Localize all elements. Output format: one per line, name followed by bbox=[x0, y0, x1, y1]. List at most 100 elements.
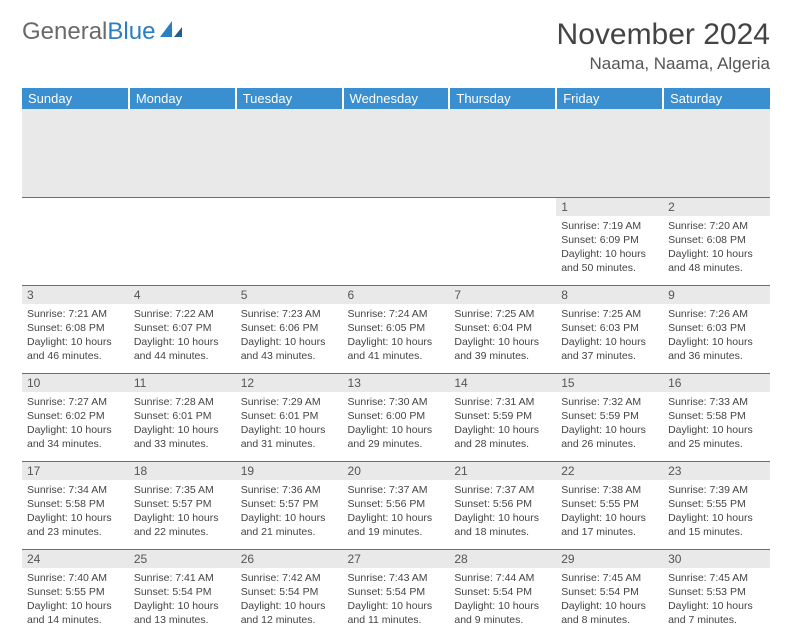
weekday-header: Tuesday bbox=[236, 88, 343, 109]
calendar-day-cell: 0 bbox=[22, 197, 129, 285]
weekday-header: Friday bbox=[556, 88, 663, 109]
day-details: Sunrise: 7:28 AMSunset: 6:01 PMDaylight:… bbox=[129, 392, 236, 455]
calendar-day-cell: 20Sunrise: 7:37 AMSunset: 5:56 PMDayligh… bbox=[343, 461, 450, 549]
calendar-day-cell: 16Sunrise: 7:33 AMSunset: 5:58 PMDayligh… bbox=[663, 373, 770, 461]
day-details: Sunrise: 7:40 AMSunset: 5:55 PMDaylight:… bbox=[22, 568, 129, 631]
day-details: Sunrise: 7:20 AMSunset: 6:08 PMDaylight:… bbox=[663, 216, 770, 279]
day-number: 13 bbox=[343, 374, 450, 392]
location-text: Naama, Naama, Algeria bbox=[557, 54, 770, 74]
day-number: 9 bbox=[663, 286, 770, 304]
calendar-day-cell: 4Sunrise: 7:22 AMSunset: 6:07 PMDaylight… bbox=[129, 285, 236, 373]
day-number: 14 bbox=[449, 374, 556, 392]
calendar-day-cell: 12Sunrise: 7:29 AMSunset: 6:01 PMDayligh… bbox=[236, 373, 343, 461]
day-details: Sunrise: 7:25 AMSunset: 6:03 PMDaylight:… bbox=[556, 304, 663, 367]
weekday-header: Saturday bbox=[663, 88, 770, 109]
calendar-day-cell: 0 bbox=[129, 197, 236, 285]
calendar-week-row: 24Sunrise: 7:40 AMSunset: 5:55 PMDayligh… bbox=[22, 549, 770, 637]
day-details: Sunrise: 7:37 AMSunset: 5:56 PMDaylight:… bbox=[449, 480, 556, 543]
logo-text-gray: General bbox=[22, 18, 107, 46]
day-details: Sunrise: 7:30 AMSunset: 6:00 PMDaylight:… bbox=[343, 392, 450, 455]
day-number: 7 bbox=[449, 286, 556, 304]
day-number: 16 bbox=[663, 374, 770, 392]
calendar-day-cell: 7Sunrise: 7:25 AMSunset: 6:04 PMDaylight… bbox=[449, 285, 556, 373]
calendar-day-cell: 28Sunrise: 7:44 AMSunset: 5:54 PMDayligh… bbox=[449, 549, 556, 637]
day-details: Sunrise: 7:41 AMSunset: 5:54 PMDaylight:… bbox=[129, 568, 236, 631]
calendar-week-row: 10Sunrise: 7:27 AMSunset: 6:02 PMDayligh… bbox=[22, 373, 770, 461]
calendar-day-cell: 9Sunrise: 7:26 AMSunset: 6:03 PMDaylight… bbox=[663, 285, 770, 373]
day-details: Sunrise: 7:23 AMSunset: 6:06 PMDaylight:… bbox=[236, 304, 343, 367]
day-number: 15 bbox=[556, 374, 663, 392]
day-number: 26 bbox=[236, 550, 343, 568]
day-details: Sunrise: 7:19 AMSunset: 6:09 PMDaylight:… bbox=[556, 216, 663, 279]
weekday-header: Wednesday bbox=[343, 88, 450, 109]
calendar-day-cell: 21Sunrise: 7:37 AMSunset: 5:56 PMDayligh… bbox=[449, 461, 556, 549]
calendar-week-row: 0 0 0 0 0 1Sunrise: 7:19 AMSunset: 6:09 … bbox=[22, 197, 770, 285]
day-number: 12 bbox=[236, 374, 343, 392]
calendar-day-cell: 30Sunrise: 7:45 AMSunset: 5:53 PMDayligh… bbox=[663, 549, 770, 637]
day-number: 21 bbox=[449, 462, 556, 480]
month-title: November 2024 bbox=[557, 18, 770, 52]
day-details: Sunrise: 7:27 AMSunset: 6:02 PMDaylight:… bbox=[22, 392, 129, 455]
day-details: Sunrise: 7:36 AMSunset: 5:57 PMDaylight:… bbox=[236, 480, 343, 543]
calendar-day-cell: 10Sunrise: 7:27 AMSunset: 6:02 PMDayligh… bbox=[22, 373, 129, 461]
logo-sail-icon bbox=[158, 18, 184, 46]
day-number: 30 bbox=[663, 550, 770, 568]
day-details: Sunrise: 7:33 AMSunset: 5:58 PMDaylight:… bbox=[663, 392, 770, 455]
day-details: Sunrise: 7:39 AMSunset: 5:55 PMDaylight:… bbox=[663, 480, 770, 543]
day-details: Sunrise: 7:31 AMSunset: 5:59 PMDaylight:… bbox=[449, 392, 556, 455]
calendar-day-cell: 0 bbox=[343, 197, 450, 285]
calendar-day-cell: 23Sunrise: 7:39 AMSunset: 5:55 PMDayligh… bbox=[663, 461, 770, 549]
day-details: Sunrise: 7:34 AMSunset: 5:58 PMDaylight:… bbox=[22, 480, 129, 543]
logo-text-blue: Blue bbox=[107, 18, 155, 46]
day-number: 10 bbox=[22, 374, 129, 392]
day-number: 27 bbox=[343, 550, 450, 568]
calendar-day-cell: 25Sunrise: 7:41 AMSunset: 5:54 PMDayligh… bbox=[129, 549, 236, 637]
calendar-day-cell: 5Sunrise: 7:23 AMSunset: 6:06 PMDaylight… bbox=[236, 285, 343, 373]
calendar-day-cell: 3Sunrise: 7:21 AMSunset: 6:08 PMDaylight… bbox=[22, 285, 129, 373]
day-details: Sunrise: 7:21 AMSunset: 6:08 PMDaylight:… bbox=[22, 304, 129, 367]
weekday-header: Sunday bbox=[22, 88, 129, 109]
day-number: 3 bbox=[22, 286, 129, 304]
calendar-day-cell: 0 bbox=[236, 197, 343, 285]
calendar-header-row: SundayMondayTuesdayWednesdayThursdayFrid… bbox=[22, 88, 770, 109]
day-number: 29 bbox=[556, 550, 663, 568]
calendar-day-cell: 29Sunrise: 7:45 AMSunset: 5:54 PMDayligh… bbox=[556, 549, 663, 637]
day-number: 8 bbox=[556, 286, 663, 304]
calendar-day-cell: 15Sunrise: 7:32 AMSunset: 5:59 PMDayligh… bbox=[556, 373, 663, 461]
calendar-day-cell: 27Sunrise: 7:43 AMSunset: 5:54 PMDayligh… bbox=[343, 549, 450, 637]
day-number: 18 bbox=[129, 462, 236, 480]
day-number: 5 bbox=[236, 286, 343, 304]
header: GeneralBlue November 2024 Naama, Naama, … bbox=[22, 18, 770, 74]
day-number: 24 bbox=[22, 550, 129, 568]
calendar-week-row: 3Sunrise: 7:21 AMSunset: 6:08 PMDaylight… bbox=[22, 285, 770, 373]
day-details: Sunrise: 7:32 AMSunset: 5:59 PMDaylight:… bbox=[556, 392, 663, 455]
calendar-day-cell: 19Sunrise: 7:36 AMSunset: 5:57 PMDayligh… bbox=[236, 461, 343, 549]
day-number: 4 bbox=[129, 286, 236, 304]
calendar-day-cell: 2Sunrise: 7:20 AMSunset: 6:08 PMDaylight… bbox=[663, 197, 770, 285]
day-number: 17 bbox=[22, 462, 129, 480]
calendar-day-cell: 11Sunrise: 7:28 AMSunset: 6:01 PMDayligh… bbox=[129, 373, 236, 461]
day-details: Sunrise: 7:44 AMSunset: 5:54 PMDaylight:… bbox=[449, 568, 556, 631]
day-number: 1 bbox=[556, 198, 663, 216]
day-number: 23 bbox=[663, 462, 770, 480]
calendar-day-cell: 18Sunrise: 7:35 AMSunset: 5:57 PMDayligh… bbox=[129, 461, 236, 549]
calendar-week-row: 17Sunrise: 7:34 AMSunset: 5:58 PMDayligh… bbox=[22, 461, 770, 549]
calendar-day-cell: 1Sunrise: 7:19 AMSunset: 6:09 PMDaylight… bbox=[556, 197, 663, 285]
calendar-day-cell: 17Sunrise: 7:34 AMSunset: 5:58 PMDayligh… bbox=[22, 461, 129, 549]
day-number: 22 bbox=[556, 462, 663, 480]
calendar-day-cell: 8Sunrise: 7:25 AMSunset: 6:03 PMDaylight… bbox=[556, 285, 663, 373]
calendar-day-cell: 0 bbox=[449, 197, 556, 285]
day-number: 25 bbox=[129, 550, 236, 568]
calendar-day-cell: 22Sunrise: 7:38 AMSunset: 5:55 PMDayligh… bbox=[556, 461, 663, 549]
day-details: Sunrise: 7:45 AMSunset: 5:53 PMDaylight:… bbox=[663, 568, 770, 631]
day-number: 19 bbox=[236, 462, 343, 480]
day-details: Sunrise: 7:45 AMSunset: 5:54 PMDaylight:… bbox=[556, 568, 663, 631]
day-details: Sunrise: 7:29 AMSunset: 6:01 PMDaylight:… bbox=[236, 392, 343, 455]
day-details: Sunrise: 7:38 AMSunset: 5:55 PMDaylight:… bbox=[556, 480, 663, 543]
logo: GeneralBlue bbox=[22, 18, 184, 46]
day-details: Sunrise: 7:24 AMSunset: 6:05 PMDaylight:… bbox=[343, 304, 450, 367]
calendar-body: 0 0 0 0 0 1Sunrise: 7:19 AMSunset: 6:09 … bbox=[22, 109, 770, 637]
day-details: Sunrise: 7:42 AMSunset: 5:54 PMDaylight:… bbox=[236, 568, 343, 631]
day-number: 28 bbox=[449, 550, 556, 568]
weekday-header: Thursday bbox=[449, 88, 556, 109]
